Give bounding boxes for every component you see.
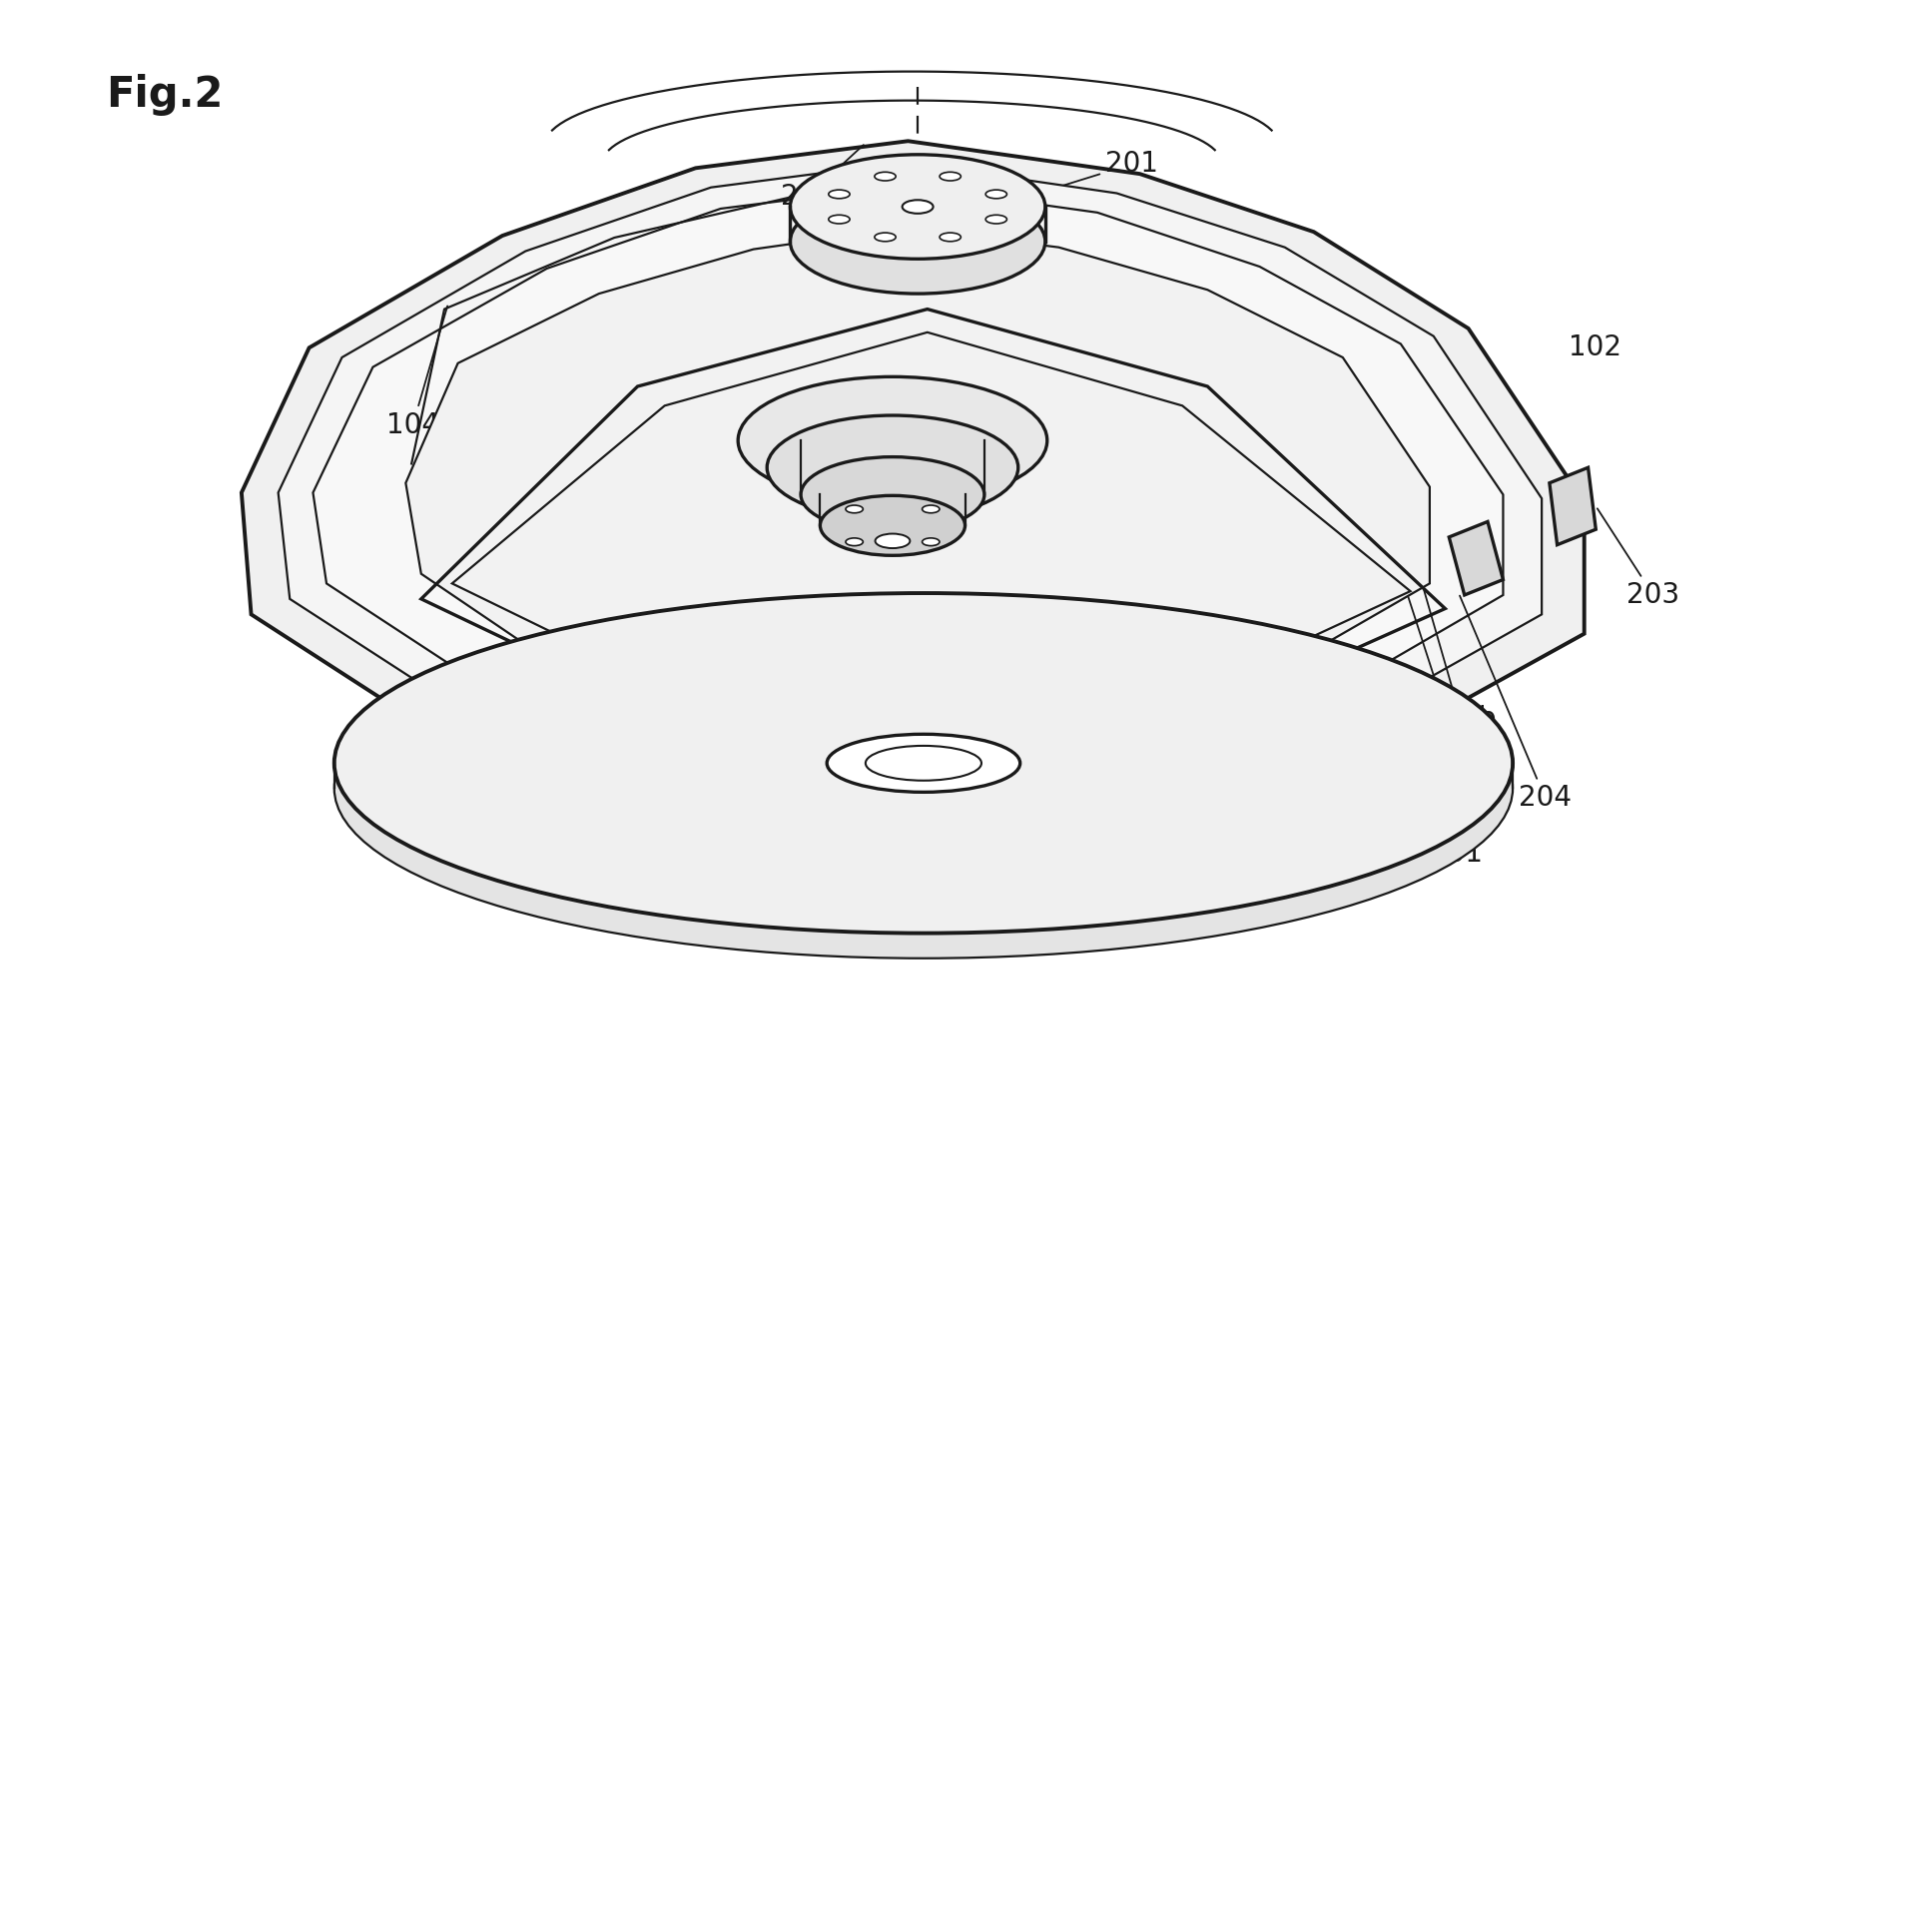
Polygon shape xyxy=(313,185,1503,800)
Ellipse shape xyxy=(829,214,850,224)
Ellipse shape xyxy=(767,415,1018,520)
Ellipse shape xyxy=(875,232,896,242)
Ellipse shape xyxy=(939,232,960,242)
Ellipse shape xyxy=(829,189,850,199)
Text: 204: 204 xyxy=(1461,595,1571,811)
Ellipse shape xyxy=(790,189,1045,294)
Ellipse shape xyxy=(738,377,1047,504)
Ellipse shape xyxy=(922,537,939,545)
Polygon shape xyxy=(1549,468,1596,545)
Ellipse shape xyxy=(821,495,966,556)
Text: 104: 104 xyxy=(386,305,448,439)
Text: Fig.2: Fig.2 xyxy=(106,73,224,116)
Ellipse shape xyxy=(875,172,896,182)
Text: 204b: 204b xyxy=(1414,558,1495,732)
Ellipse shape xyxy=(902,199,933,214)
Ellipse shape xyxy=(846,537,864,545)
Text: 102: 102 xyxy=(1569,334,1621,361)
Text: 101: 101 xyxy=(1430,840,1482,867)
Text: 201: 201 xyxy=(1022,151,1157,199)
Ellipse shape xyxy=(846,506,864,514)
Polygon shape xyxy=(406,228,1430,757)
Polygon shape xyxy=(1449,522,1503,595)
Ellipse shape xyxy=(866,746,981,781)
Ellipse shape xyxy=(334,618,1513,958)
Ellipse shape xyxy=(827,734,1020,792)
Text: 205: 205 xyxy=(701,350,939,425)
Text: 103: 103 xyxy=(440,601,634,701)
Ellipse shape xyxy=(875,533,910,549)
Ellipse shape xyxy=(334,593,1513,933)
Text: 202: 202 xyxy=(781,145,864,211)
Text: 204a: 204a xyxy=(1403,582,1495,773)
Ellipse shape xyxy=(802,456,985,533)
Polygon shape xyxy=(242,141,1584,860)
Ellipse shape xyxy=(985,189,1007,199)
Ellipse shape xyxy=(790,155,1045,259)
Ellipse shape xyxy=(939,172,960,182)
Ellipse shape xyxy=(985,214,1007,224)
Ellipse shape xyxy=(922,506,939,514)
Text: 203: 203 xyxy=(1598,508,1679,609)
Polygon shape xyxy=(278,162,1542,827)
